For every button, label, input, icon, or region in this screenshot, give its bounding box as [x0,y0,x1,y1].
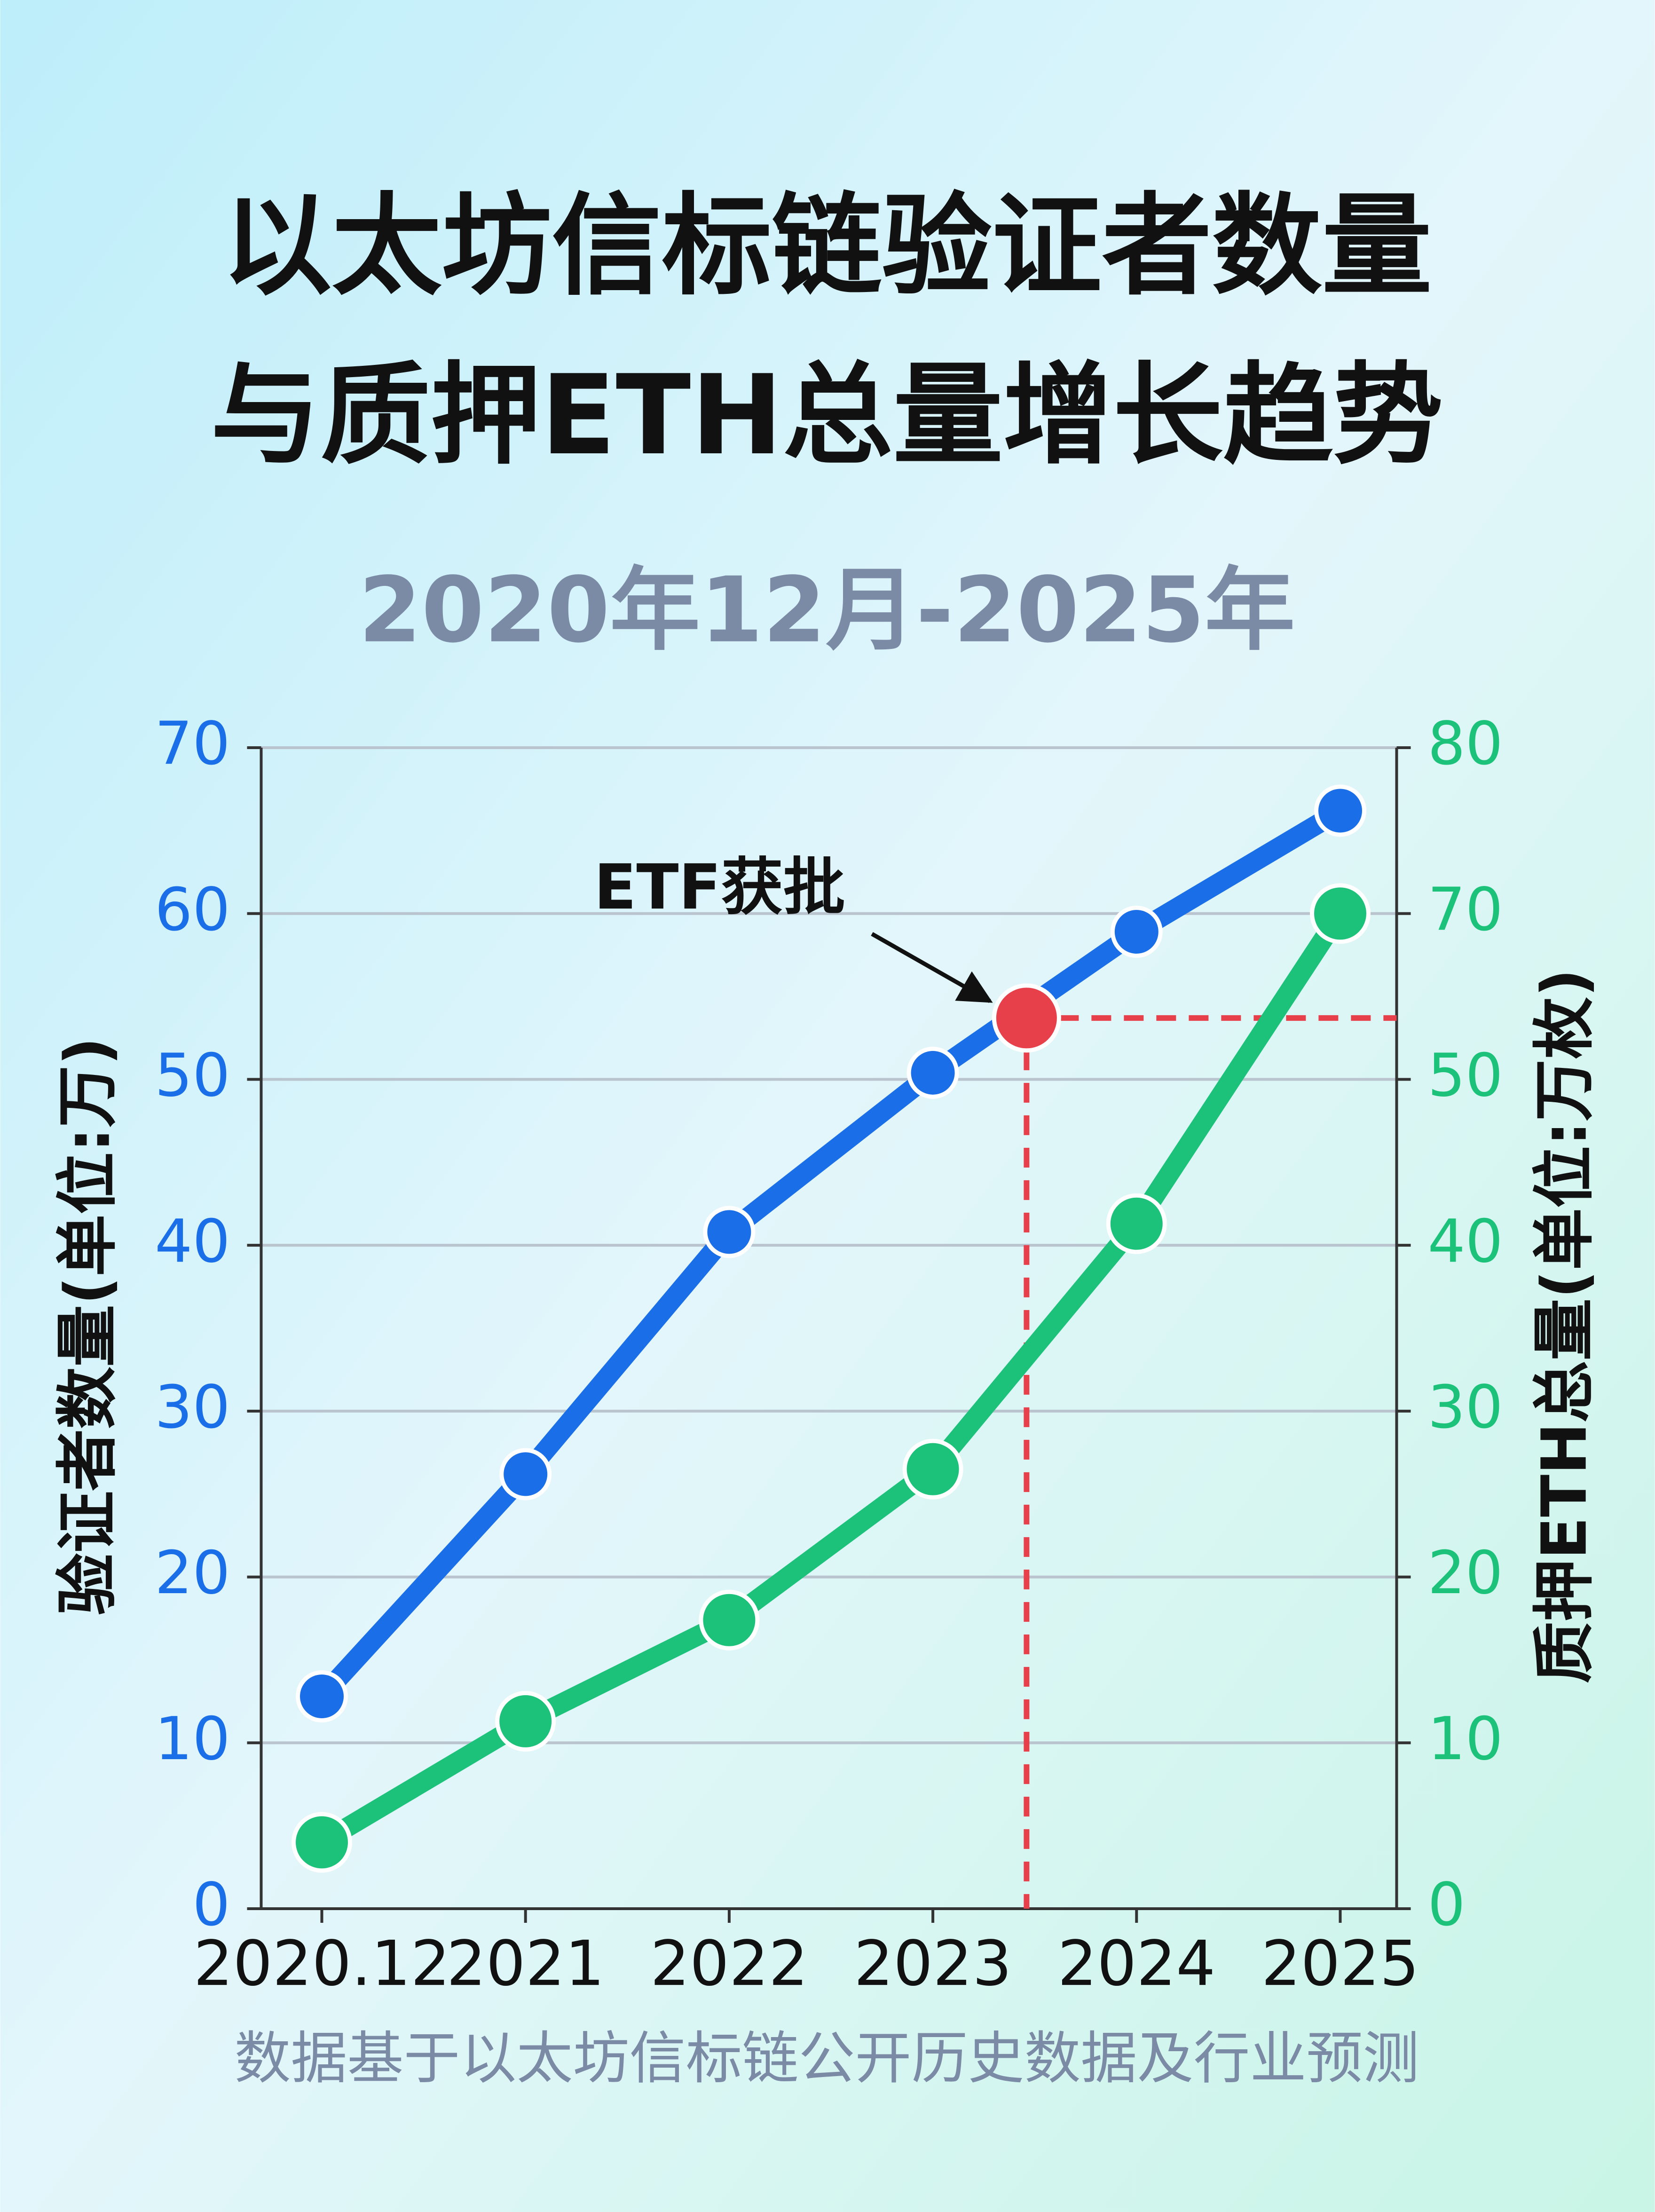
data-point [295,1670,348,1723]
data-point [1106,1193,1167,1254]
annotation-label: ETF获批 [594,851,845,924]
x-tick-label: 2022 [650,1928,808,2000]
y2-tick-label: 0 [1428,1870,1466,1939]
y-tick-label: 30 [155,1373,230,1442]
series-line [315,802,1346,1703]
data-point [1310,883,1371,944]
title-line: 与质押ETH总量增长趋势 [211,352,1443,480]
y2-tick-label: 10 [1428,1704,1503,1773]
y-tick-label: 20 [155,1538,230,1607]
y-tick-label: 60 [155,875,230,944]
y-tick-label: 50 [155,1041,230,1110]
series-line [316,908,1349,1851]
y2-tick-label: 20 [1428,1538,1503,1607]
x-tick-label: 2023 [854,1928,1012,2000]
annotation-arrow [871,932,993,1003]
y2-tick-label: 40 [1428,1207,1503,1276]
data-point [699,1589,760,1651]
y2-tick-label: 70 [1428,875,1503,944]
y-axis-label: 验证者数量(单位:万) [52,1037,124,1615]
x-tick-label: 2024 [1057,1928,1215,2000]
y-tick-label: 0 [192,1870,230,1939]
data-point [902,1438,963,1500]
x-tick-label: 2025 [1261,1928,1419,2000]
data-point [495,1691,556,1752]
subtitle: 2020年12月-2025年 [359,558,1295,663]
y-tick-label: 70 [155,709,230,778]
data-point [291,1812,352,1873]
annotation-point [992,983,1061,1053]
y2-tick-label: 50 [1428,1041,1503,1110]
data-point [906,1046,959,1099]
x-tick-label: 2021 [447,1928,605,2000]
y2-axis-label: 质押ETH总量(单位:万枚) [1529,969,1601,1683]
footnote: 数据基于以太坊信标链公开历史数据及行业预测 [235,2026,1419,2092]
data-point [1110,906,1163,958]
data-point [703,1206,756,1258]
y2-tick-label: 80 [1428,709,1503,778]
y-tick-label: 10 [155,1704,230,1773]
y2-tick-label: 30 [1428,1373,1503,1442]
data-point [499,1448,552,1501]
y-tick-label: 40 [155,1207,230,1276]
title-line: 以太坊信标链验证者数量 [222,182,1432,310]
data-point [1314,784,1366,837]
x-tick-label: 2020.12 [194,1928,450,2000]
